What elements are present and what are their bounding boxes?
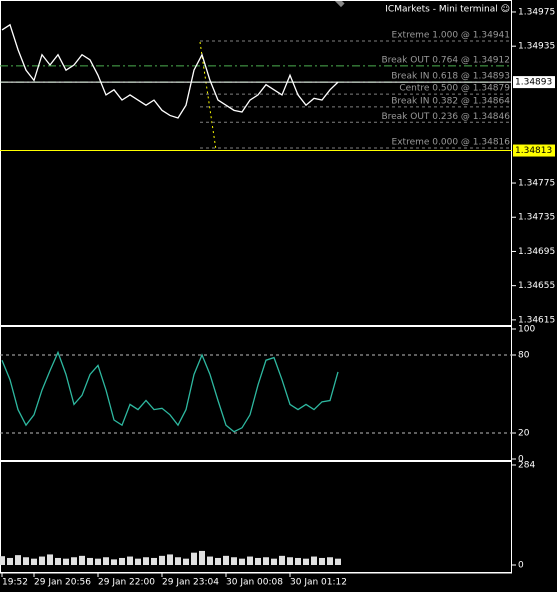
y-tick-label: 1.34615 [518, 315, 555, 325]
volume-bar [103, 557, 109, 565]
fib-level-label: Break OUT 0.764 @ 1.34912 [381, 55, 510, 65]
panel-frame [0, 461, 512, 573]
price-marker-box [513, 76, 555, 89]
volume-bar [135, 558, 141, 565]
price-marker-label: 1.34813 [515, 146, 552, 156]
x-tick-label: 30 Jan 01:12 [290, 578, 347, 588]
volume-bar [327, 557, 333, 565]
volume-bar [7, 557, 13, 565]
fib-trend-line [199, 41, 217, 151]
y-tick-label: 1.34935 [518, 42, 555, 52]
fib-level-label: Centre 0.500 @ 1.34879 [399, 84, 510, 94]
volume-bar [271, 558, 277, 565]
volume-bar [159, 555, 165, 565]
y-tick-label: 284 [518, 461, 535, 471]
volume-bar [287, 557, 293, 565]
y-tick-label: 100 [518, 325, 535, 335]
volume-bar [39, 556, 45, 565]
fib-level-label: Extreme 1.000 @ 1.34941 [392, 31, 510, 41]
volume-bar [255, 557, 261, 565]
volume-bar [199, 550, 205, 565]
y-tick-label: 1.34975 [518, 7, 555, 17]
volume-bar [175, 557, 181, 565]
y-tick-label: 1.34695 [518, 247, 555, 257]
series-line [1, 23, 339, 119]
volume-bar [279, 555, 285, 565]
volume-bar [71, 557, 77, 565]
volume-bar [55, 557, 61, 565]
y-tick-label: 1.34775 [518, 179, 555, 189]
volume-bar [151, 557, 157, 565]
volume-bar [31, 558, 37, 565]
volume-bar [143, 557, 149, 565]
volume-bar [247, 556, 253, 565]
volume-bar [15, 555, 21, 565]
fib-level-label: Break OUT 0.236 @ 1.34846 [381, 112, 510, 122]
volume-bar [263, 557, 269, 565]
volume-bar [63, 558, 69, 565]
volume-bar [295, 557, 301, 565]
volume-bar [87, 557, 93, 565]
volume-bar [303, 558, 309, 565]
fib-level-label: Break IN 0.382 @ 1.34864 [391, 96, 510, 106]
volume-bar [23, 557, 29, 565]
x-tick-label: 19:52 [2, 578, 28, 588]
scroll-marker [333, 0, 345, 8]
volume-bar [0, 556, 5, 565]
volume-bar [239, 558, 245, 565]
fib-level-label: Extreme 0.000 @ 1.34816 [392, 137, 511, 147]
y-tick-label: 0 [518, 455, 524, 465]
volume-bar [183, 558, 189, 565]
volume-bar [191, 552, 197, 565]
volume-bar [79, 555, 85, 565]
volume-bar [119, 557, 125, 565]
volume-bar [319, 557, 325, 565]
volume-bar [111, 559, 117, 565]
price-marker-label: 1.34893 [515, 78, 552, 88]
y-tick-label: 1.34655 [518, 281, 555, 291]
chart-title: ICMarkets - Mini terminal ☺ [385, 4, 510, 15]
price-marker-box [513, 144, 555, 157]
x-tick-label: 29 Jan 20:56 [34, 578, 91, 588]
volume-bar [223, 555, 229, 565]
fib-level-label: Break IN 0.618 @ 1.34893 [391, 72, 510, 82]
x-tick-label: 29 Jan 23:04 [162, 578, 219, 588]
y-tick-label: 1.34735 [518, 213, 555, 223]
volume-bar [167, 554, 173, 565]
volume-bar [311, 556, 317, 565]
panel-frame [0, 0, 512, 326]
volume-bar [47, 554, 53, 565]
y-tick-label: 20 [518, 429, 530, 439]
volume-bar [231, 557, 237, 565]
x-tick-label: 29 Jan 22:00 [98, 578, 155, 588]
panel-frame [0, 326, 512, 461]
y-tick-label: 0 [518, 561, 524, 571]
volume-bar [207, 556, 213, 565]
y-tick-label: 80 [518, 351, 530, 361]
x-tick-label: 30 Jan 00:08 [226, 578, 283, 588]
series-line [1, 350, 339, 433]
volume-bar [127, 556, 133, 565]
volume-bar [335, 558, 341, 565]
volume-bar [95, 558, 101, 565]
volume-bar [215, 557, 221, 565]
